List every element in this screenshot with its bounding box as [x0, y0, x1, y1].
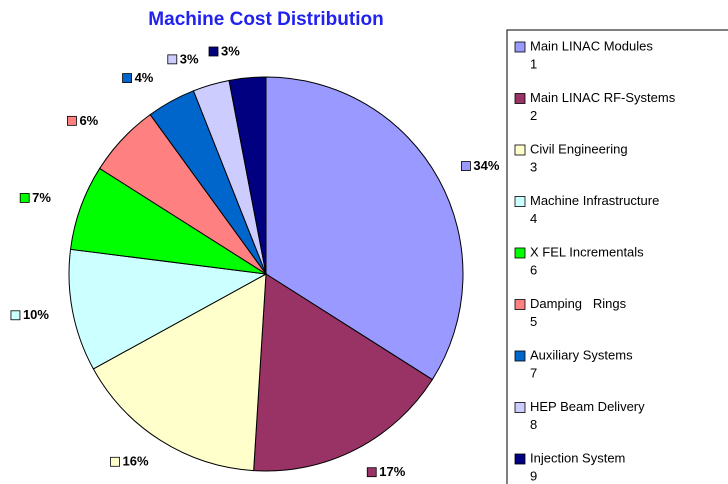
pie-slice — [253, 273, 434, 472]
legend-code: 2 — [530, 108, 537, 123]
label-swatch — [366, 467, 377, 478]
label-swatch — [19, 193, 30, 203]
legend-code: 8 — [530, 417, 537, 432]
pie-slice — [92, 273, 267, 472]
legend-label: Machine Infrastructure — [530, 193, 659, 208]
legend-code: 6 — [530, 262, 537, 277]
legend-swatch — [514, 453, 526, 465]
legend-swatch — [514, 247, 526, 259]
legend-swatch — [514, 41, 526, 53]
data-label: 10% — [23, 307, 49, 322]
legend-code: 4 — [530, 211, 537, 226]
label-swatch — [122, 73, 132, 83]
legend-label: Main LINAC RF-Systems — [530, 90, 676, 105]
label-swatch — [67, 115, 77, 126]
legend-label: Civil Engineering — [530, 141, 628, 156]
data-label: 3% — [180, 51, 199, 66]
legend-code: 1 — [530, 56, 537, 71]
legend-label: Main LINAC Modules — [530, 38, 653, 53]
legend-code: 9 — [530, 468, 537, 483]
legend-swatch — [514, 144, 526, 156]
data-label: 17% — [379, 464, 405, 479]
legend-swatch — [514, 299, 526, 310]
data-label: 34% — [473, 158, 499, 173]
label-swatch — [167, 54, 178, 65]
label-swatch — [461, 161, 471, 171]
data-label: 4% — [135, 70, 154, 85]
legend-code: 5 — [530, 314, 537, 329]
legend-label: Injection System — [530, 450, 625, 465]
legend-swatch — [514, 350, 526, 362]
data-label: 16% — [123, 454, 149, 469]
pie-slice — [228, 76, 267, 275]
chart-title: Machine Cost Distribution — [148, 9, 383, 30]
legend-label: Damping Rings — [530, 296, 627, 311]
legend-label: HEP Beam Delivery — [530, 399, 645, 414]
legend-swatch — [514, 93, 526, 104]
legend-code: 3 — [530, 159, 537, 174]
legend-swatch — [514, 196, 526, 207]
data-label: 7% — [32, 190, 51, 205]
legend-box — [506, 29, 728, 484]
pie-slice — [265, 76, 464, 381]
label-swatch — [208, 46, 219, 57]
legend-code: 7 — [530, 365, 537, 380]
label-swatch — [110, 456, 120, 467]
data-label: 6% — [79, 113, 98, 128]
legend-swatch — [514, 402, 526, 413]
legend-label: X FEL Incrementals — [530, 244, 644, 259]
data-label: 3% — [221, 43, 240, 58]
legend-label: Auxiliary Systems — [530, 347, 633, 362]
pie-slice — [68, 248, 268, 370]
label-swatch — [10, 310, 21, 321]
